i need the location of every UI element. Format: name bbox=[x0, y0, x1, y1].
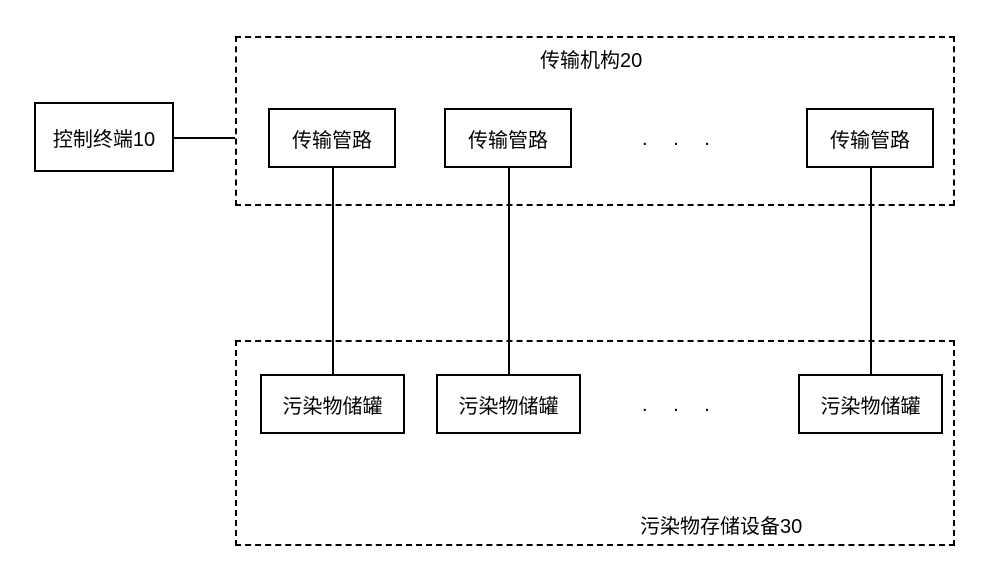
connector-ctrl-to-mechanism bbox=[174, 137, 235, 139]
pipeline-box-3: 传输管路 bbox=[806, 108, 934, 168]
tank-label-2: 污染物储罐 bbox=[459, 390, 559, 419]
pipeline-label-2: 传输管路 bbox=[468, 124, 548, 153]
tank-box-1: 污染物储罐 bbox=[260, 374, 405, 434]
ellipsis-tanks: . . . bbox=[642, 394, 720, 417]
control-terminal-box: 控制终端10 bbox=[34, 102, 174, 172]
ellipsis-pipelines: . . . bbox=[642, 128, 720, 151]
pipeline-label-1: 传输管路 bbox=[292, 124, 372, 153]
tank-box-2: 污染物储罐 bbox=[436, 374, 581, 434]
pipeline-box-2: 传输管路 bbox=[444, 108, 572, 168]
transmission-mechanism-title: 传输机构20 bbox=[540, 44, 642, 73]
pipeline-label-3: 传输管路 bbox=[830, 124, 910, 153]
tank-box-3: 污染物储罐 bbox=[798, 374, 943, 434]
tank-label-1: 污染物储罐 bbox=[283, 390, 383, 419]
control-terminal-label: 控制终端10 bbox=[53, 123, 155, 152]
storage-equipment-title: 污染物存储设备30 bbox=[640, 510, 802, 539]
pipeline-box-1: 传输管路 bbox=[268, 108, 396, 168]
storage-equipment-box bbox=[235, 340, 955, 546]
tank-label-3: 污染物储罐 bbox=[821, 390, 921, 419]
